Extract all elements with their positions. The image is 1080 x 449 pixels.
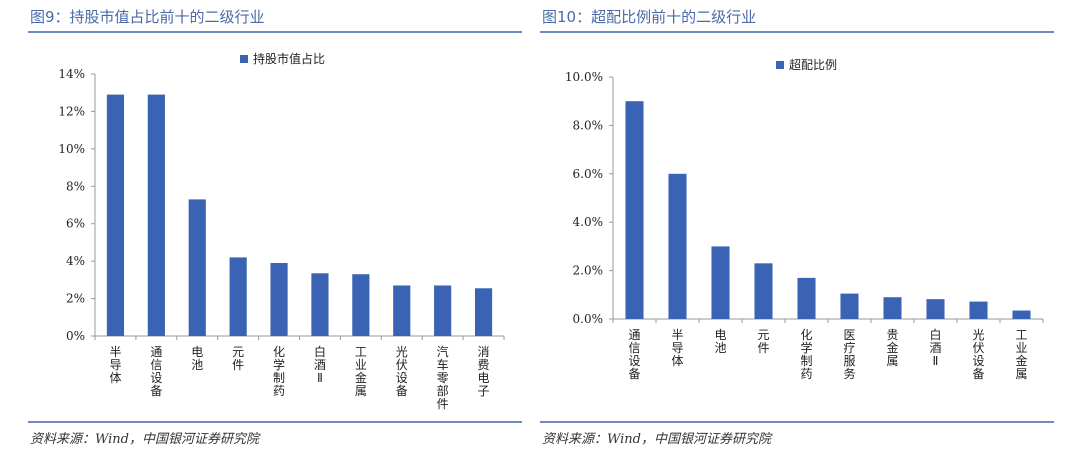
bar <box>969 301 988 319</box>
bar <box>926 299 945 319</box>
y-tick-label: 0% <box>66 329 85 343</box>
y-tick-label: 10% <box>58 142 85 156</box>
figure-9-source: 资料来源：Wind，中国银河证券研究院 <box>30 432 259 447</box>
x-category-label: 白酒 Ⅱ <box>314 344 326 385</box>
y-tick-label: 2% <box>66 292 85 306</box>
x-category-label: 白酒 Ⅱ <box>929 327 941 368</box>
x-category-label: 工业金属 <box>1015 328 1027 381</box>
bar <box>147 94 165 336</box>
y-tick-label: 12% <box>58 104 85 118</box>
bar <box>883 297 902 319</box>
x-category-label: 通信设备 <box>150 345 162 398</box>
x-category-label: 电池 <box>714 328 726 355</box>
y-tick-label: 14% <box>58 67 85 81</box>
y-tick-label: 4% <box>66 254 85 268</box>
legend-label: 超配比例 <box>789 57 837 72</box>
bar <box>352 274 370 336</box>
bar <box>668 173 687 319</box>
y-tick-label: 0.0% <box>573 312 604 326</box>
bar <box>754 263 773 319</box>
x-category-label: 元件 <box>232 345 244 372</box>
x-category-label: 化学制药 <box>800 328 812 381</box>
y-tick-label: 6.0% <box>573 167 604 181</box>
figure-10-source: 资料来源：Wind，中国银河证券研究院 <box>542 432 771 447</box>
x-category-label: 工业金属 <box>355 345 367 398</box>
x-category-label: 光伏设备 <box>396 345 408 398</box>
figure-9-title: 图9：持股市值占比前十的二级行业 <box>30 8 265 26</box>
y-tick-label: 6% <box>66 217 85 231</box>
bar <box>625 101 644 319</box>
bar <box>840 293 859 319</box>
y-tick-label: 8% <box>66 179 85 193</box>
bar <box>1012 310 1031 319</box>
y-tick-label: 4.0% <box>573 215 604 229</box>
x-category-label: 半导体 <box>109 345 121 385</box>
x-category-label: 化学制药 <box>273 345 285 398</box>
x-category-label: 光伏设备 <box>972 328 984 381</box>
bar <box>474 288 493 336</box>
legend-label: 持股市值占比 <box>253 51 325 66</box>
x-category-label: 电池 <box>191 345 203 372</box>
x-category-label: 贵金属 <box>886 328 898 368</box>
x-category-label: 消费电子 <box>478 345 490 398</box>
x-category-label: 汽车零部件 <box>437 344 449 411</box>
bar <box>311 273 329 336</box>
bar <box>797 277 816 319</box>
figure-10-bottom-rule <box>540 421 1054 423</box>
x-category-label: 半导体 <box>671 328 683 368</box>
bar <box>393 285 411 336</box>
legend-swatch <box>776 61 784 69</box>
x-category-label: 通信设备 <box>628 328 640 381</box>
bar <box>106 94 125 336</box>
x-category-label: 元件 <box>757 328 769 355</box>
y-tick-label: 10.0% <box>565 70 603 84</box>
y-tick-label: 8.0% <box>573 118 604 132</box>
bar <box>711 246 730 319</box>
figure-9-bar-chart: 0% 2% 4% 6% 8% 10% 12% 14% 半导体 通信设备 电池 元件 化学制药 白酒 Ⅱ 工业金… <box>58 51 505 411</box>
y-tick-label: 2.0% <box>573 264 604 278</box>
figure-9-bottom-rule <box>28 421 522 423</box>
bar <box>188 199 206 336</box>
figure-10-top-rule <box>540 31 1054 33</box>
x-category-label: 医疗服务 <box>843 328 855 381</box>
legend-swatch <box>240 55 248 63</box>
figure-9-top-rule <box>28 31 522 33</box>
figure-10-title: 图10：超配比例前十的二级行业 <box>542 8 757 26</box>
bar <box>434 285 452 336</box>
figure-10-panel: 图10：超配比例前十的二级行业 0.0% 2.0% 4.0% 6.0% 8.0% 10.0… <box>540 0 1054 449</box>
bar <box>229 257 247 336</box>
figure-10-bar-chart: 0.0% 2.0% 4.0% 6.0% 8.0% 10.0% 通信设备 半导体 电池 元件 化学制药… <box>565 57 1044 381</box>
bar <box>270 263 288 336</box>
figure-9-panel: 图9：持股市值占比前十的二级行业 0% 2% 4% 6% 8% 10% 12% 14% 半导体 通… <box>28 0 522 449</box>
